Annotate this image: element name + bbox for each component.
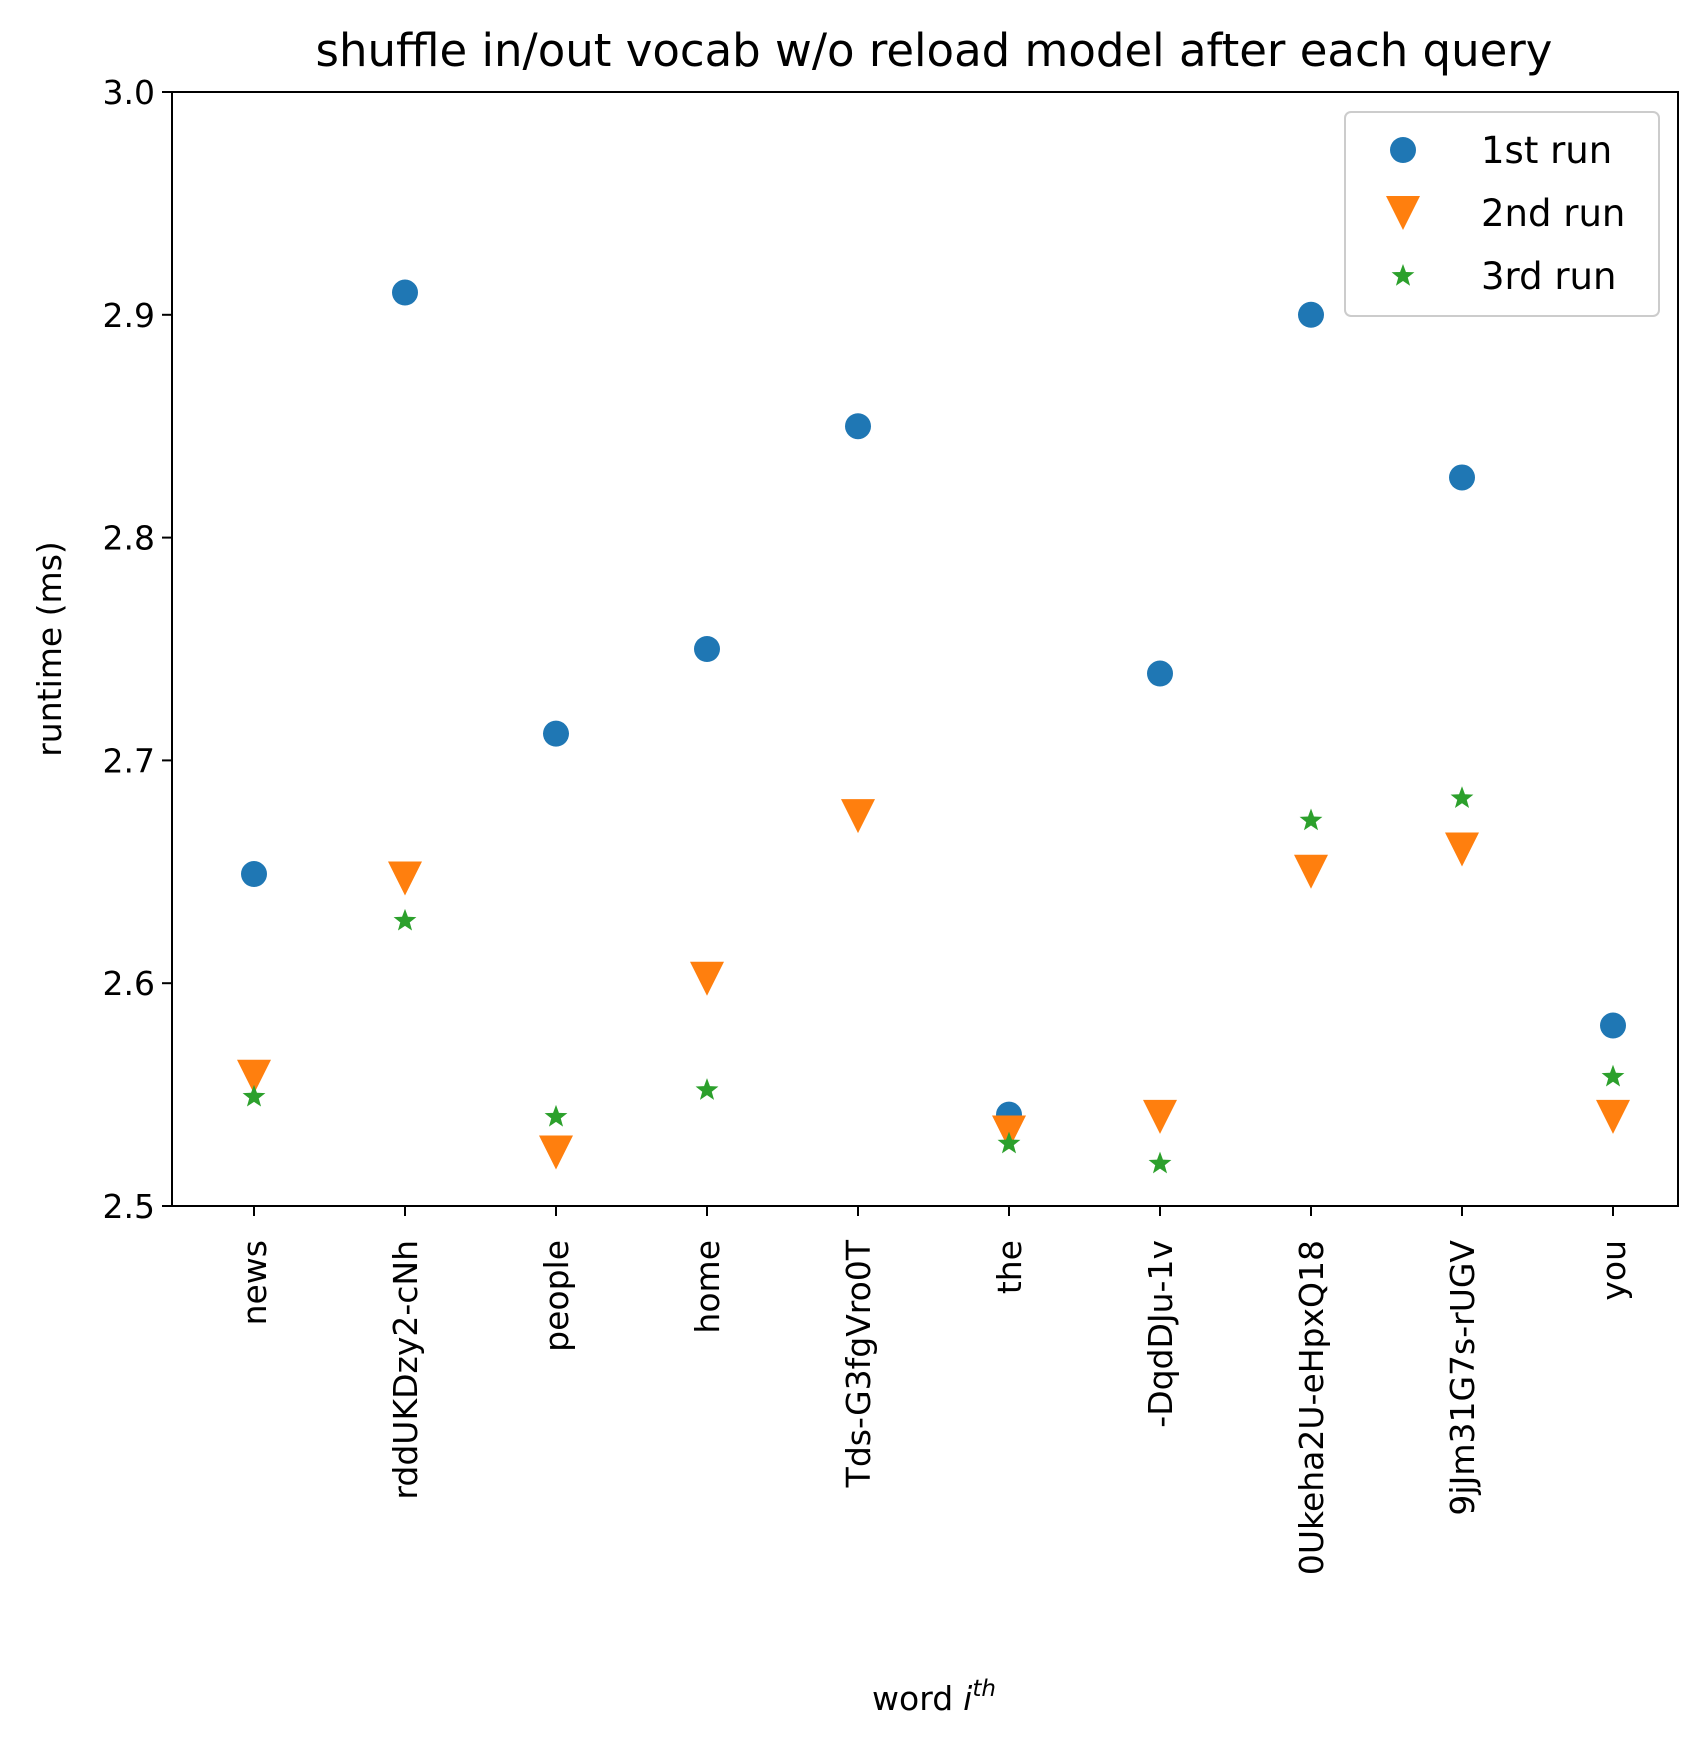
data-point	[1600, 1012, 1626, 1039]
data-point	[242, 1084, 266, 1107]
legend-marker	[1391, 264, 1415, 286]
x-tick-label: news	[235, 1240, 274, 1325]
data-point	[1445, 832, 1479, 867]
data-point	[997, 1131, 1021, 1154]
x-axis-label-sup: th	[972, 1676, 996, 1702]
data-point	[1596, 1099, 1630, 1134]
data-point	[237, 1059, 271, 1094]
data-point	[241, 861, 267, 888]
data-point	[1147, 660, 1173, 687]
legend-label: 3rd run	[1481, 255, 1616, 298]
x-tick-label: rddUKDzy2-cNh	[386, 1240, 425, 1500]
data-point	[392, 279, 418, 306]
chart-title: shuffle in/out vocab w/o reload model af…	[316, 24, 1553, 77]
legend-label: 1st run	[1481, 129, 1612, 172]
data-point	[1299, 808, 1323, 831]
data-point	[544, 1104, 568, 1127]
data-point	[1450, 786, 1474, 808]
data-point	[845, 413, 871, 440]
legend-marker	[1386, 196, 1420, 230]
data-point	[388, 861, 422, 896]
data-point	[690, 961, 724, 996]
x-tick-label: 9jJm31G7s-rUGV	[1443, 1240, 1482, 1516]
y-tick-label: 3.0	[103, 73, 155, 112]
x-tick-label: -DqdDJu-1v	[1141, 1240, 1180, 1428]
x-axis-label-math: i	[963, 1679, 972, 1718]
data-point	[1298, 301, 1324, 328]
data-point	[694, 636, 720, 662]
y-tick-label: 2.9	[103, 296, 155, 335]
data-point	[539, 1135, 573, 1170]
x-tick-label: home	[688, 1240, 727, 1334]
y-axis: 2.5 2.6 2.7 2.8 2.9 3.0	[103, 73, 172, 1226]
x-tick-label: people	[537, 1240, 576, 1352]
data-point	[1143, 1099, 1177, 1134]
x-axis-label-word: word	[872, 1679, 953, 1718]
y-tick-label: 2.6	[103, 964, 155, 1003]
data-point	[1148, 1151, 1172, 1174]
data-point	[841, 799, 875, 834]
y-tick-label: 2.7	[103, 741, 155, 780]
axes-frame	[171, 91, 1679, 1207]
x-tick-label: Tds-G3fgVro0T	[839, 1239, 878, 1488]
y-tick-label: 2.5	[103, 1187, 155, 1226]
plot-area	[237, 279, 1630, 1174]
legend-marker	[1390, 137, 1416, 163]
y-tick-label: 2.8	[103, 519, 155, 558]
x-axis-label: word ith	[872, 1676, 996, 1718]
data-point	[393, 908, 417, 931]
x-tick-label: 0Ukeha2U-eHpxQ18	[1292, 1240, 1331, 1575]
data-point	[695, 1078, 719, 1100]
data-point	[1294, 854, 1328, 889]
data-point	[1449, 464, 1475, 491]
y-axis-label: runtime (ms)	[30, 541, 69, 757]
legend: 1st run 2nd run 3rd run	[1344, 111, 1660, 317]
x-tick-label: the	[990, 1240, 1029, 1294]
data-point	[543, 720, 569, 747]
legend-label: 2nd run	[1481, 192, 1625, 235]
x-axis: news rddUKDzy2-cNh people home Tds-G3fgVro0T…	[235, 1206, 1633, 1575]
data-point	[1601, 1064, 1625, 1087]
x-tick-label: you	[1594, 1240, 1633, 1301]
legend-box	[1344, 111, 1660, 317]
